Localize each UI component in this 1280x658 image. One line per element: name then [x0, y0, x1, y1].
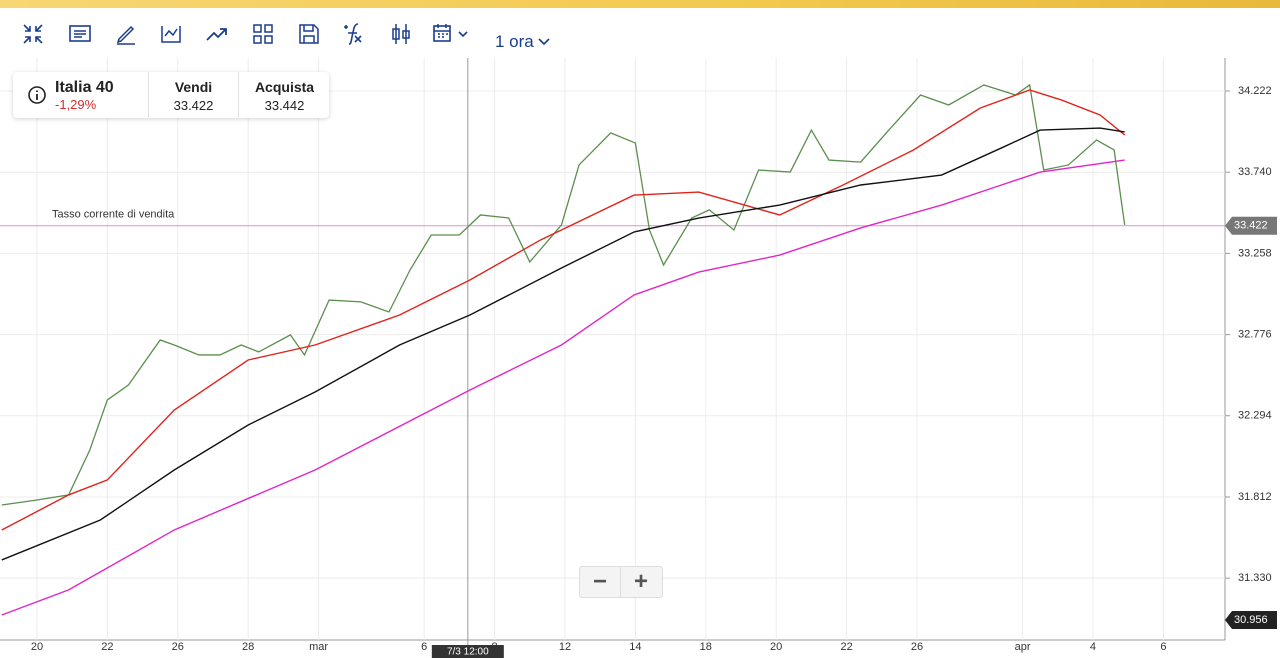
draw-icon[interactable] [114, 22, 138, 46]
series-line [1, 83, 1126, 506]
x-tick-label: 28 [242, 641, 254, 653]
series-line [1, 159, 1125, 616]
top-bar [0, 0, 1280, 8]
low-marker-tag [1225, 611, 1277, 629]
sell-label: Vendi [174, 79, 213, 95]
news-icon[interactable] [68, 22, 92, 46]
instrument-card: Italia 40 -1,29% Vendi 33.422 Acquista 33.… [13, 72, 329, 118]
y-tick-label: 32.294 [1238, 410, 1272, 422]
y-tick-label: 31.812 [1238, 491, 1272, 503]
x-tick-label: 18 [700, 641, 712, 653]
zoom-out[interactable]: − [580, 567, 621, 597]
x-tick-label: mar [309, 641, 328, 653]
y-tick-label: 31.330 [1238, 572, 1272, 584]
current-price-label: 33.422 [1234, 220, 1268, 232]
indicator-icon[interactable] [159, 22, 183, 46]
layout-icon[interactable] [251, 22, 275, 46]
buy-label: Acquista [254, 79, 315, 95]
current-price-tag [1225, 216, 1277, 235]
trend-icon[interactable] [205, 22, 229, 46]
x-tick-label: 12 [559, 641, 571, 653]
series-line [1, 89, 1126, 531]
zoom-in[interactable]: + [633, 568, 648, 595]
x-tick-label: 22 [840, 641, 852, 653]
crosshair-tag [431, 645, 504, 658]
x-tick-label: 4 [1090, 641, 1096, 653]
buy-price: 33.442 [264, 98, 305, 113]
x-tick-label: 20 [31, 641, 43, 653]
current-price-text: Tasso corrente di vendita [52, 209, 175, 221]
y-tick-label: 33.258 [1238, 247, 1272, 259]
save-icon[interactable] [297, 22, 321, 46]
function-icon[interactable] [341, 22, 367, 48]
calendar-icon[interactable] [432, 22, 472, 46]
x-tick-label: 6 [1160, 641, 1166, 653]
x-tick-label: 26 [172, 641, 184, 653]
timeframe[interactable]: 1 ora [495, 32, 551, 52]
instrument-change: -1,29% [55, 97, 97, 112]
buy-column[interactable]: Acquista 33.442 [238, 72, 330, 118]
series-line [1, 127, 1125, 561]
sell-price: 33.422 [173, 98, 214, 113]
caret [538, 38, 551, 46]
instrument-name: Italia 40 [55, 79, 114, 96]
x-tick-label: apr [1015, 641, 1031, 653]
zoom-control: − + [579, 566, 663, 598]
x-tick-label: 22 [101, 641, 113, 653]
x-tick-label: 14 [629, 641, 641, 653]
low-marker-label: 30.956 [1234, 614, 1268, 626]
candle-icon[interactable] [389, 22, 413, 46]
y-tick-label: 34.222 [1238, 85, 1272, 97]
info-icon[interactable] [27, 85, 47, 105]
x-tick-label: 26 [911, 641, 923, 653]
toolbar: 1 ora [0, 8, 1280, 60]
x-tick-label: 6 [421, 641, 427, 653]
crosshair-label: 7/3 12:00 [447, 647, 489, 658]
y-tick-label: 33.740 [1238, 166, 1272, 178]
x-tick-label: 20 [770, 641, 782, 653]
fullscreen-icon[interactable] [21, 22, 45, 46]
y-tick-label: 32.776 [1238, 328, 1272, 340]
sell-column[interactable]: Vendi 33.422 [148, 72, 238, 118]
timeframe-label[interactable]: 1 ora [495, 32, 534, 51]
